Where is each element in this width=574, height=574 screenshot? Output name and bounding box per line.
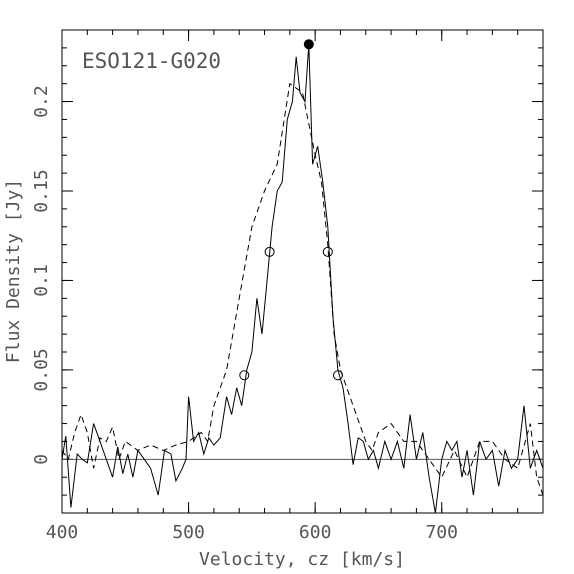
y-tick-label: 0.05 [31, 348, 52, 391]
y-tick-label: 0.1 [31, 264, 52, 297]
x-tick-label: 600 [299, 522, 332, 543]
y-tick-label: 0.15 [31, 169, 52, 212]
x-axis-label: Velocity, cz [km/s] [199, 549, 405, 570]
width-point [303, 39, 314, 50]
width-point [264, 246, 275, 257]
x-tick-label: 700 [425, 522, 458, 543]
y-tick-label: 0 [31, 454, 52, 465]
width-point [332, 370, 343, 381]
y-axis-label: Flux Density [Jy] [3, 179, 24, 363]
y-tick-label: 0.2 [31, 85, 52, 118]
width-point [322, 246, 333, 257]
spectrum-line [61, 44, 544, 514]
spectrum-line [61, 82, 544, 496]
x-tick-label: 400 [46, 522, 79, 543]
x-tick-label: 500 [172, 522, 205, 543]
annotation: ESO121-G020 [82, 49, 221, 73]
width-point [239, 370, 250, 381]
plot-frame [61, 29, 544, 514]
